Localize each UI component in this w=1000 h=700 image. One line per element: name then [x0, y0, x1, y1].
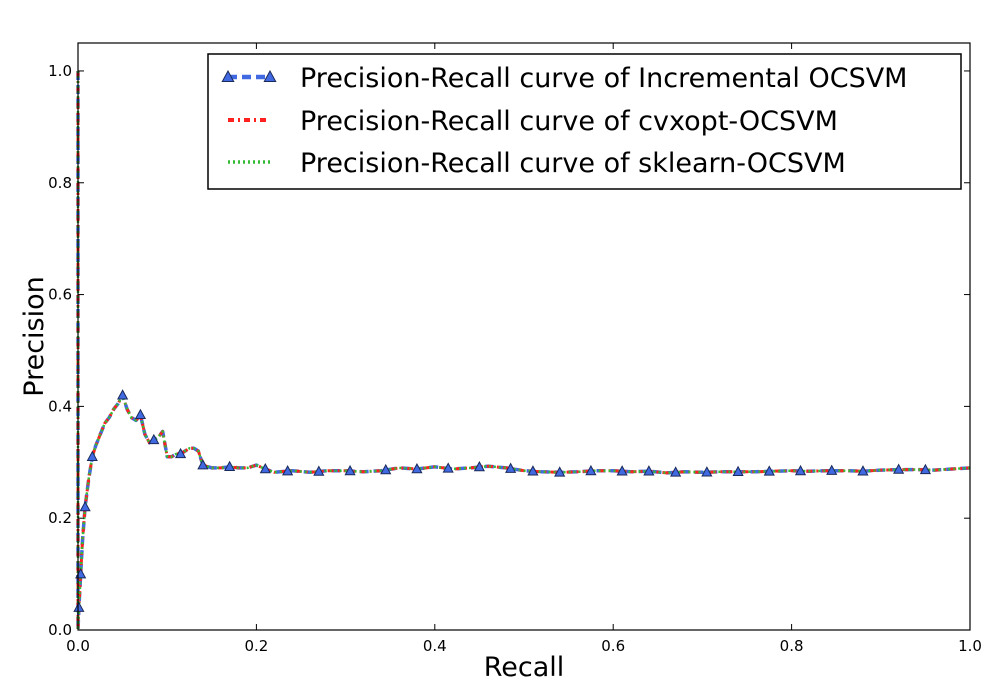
series-marker	[282, 465, 294, 476]
series-marker	[224, 460, 236, 472]
series-marker	[826, 464, 838, 475]
series-marker	[73, 601, 85, 612]
series-marker	[117, 389, 129, 400]
series-marker	[616, 465, 628, 476]
legend-label-1: Precision-Recall curve of cvxopt-OCSVM	[300, 106, 838, 137]
legend-label-0: Precision-Recall curve of Incremental OC…	[300, 63, 907, 94]
x-tick-label: 0.0	[66, 637, 90, 655]
series-marker	[473, 460, 485, 472]
y-tick-label: 0.6	[48, 286, 72, 304]
legend: Precision-Recall curve of Incremental OC…	[207, 53, 962, 190]
plot-frame	[77, 42, 971, 631]
x-tick-label: 0.8	[780, 637, 804, 655]
series-marker	[585, 464, 597, 476]
series-marker	[732, 465, 744, 477]
x-tick-label: 0.4	[423, 637, 447, 655]
series-marker	[174, 447, 187, 459]
series-marker	[134, 408, 147, 420]
series-marker	[79, 500, 91, 512]
series-marker	[670, 466, 682, 477]
series-marker	[919, 463, 931, 475]
y-axis-label: Precision	[19, 276, 50, 396]
series-marker	[505, 462, 517, 473]
legend-marker	[221, 69, 235, 82]
series-marker	[643, 465, 655, 476]
x-tick-label: 1.0	[958, 637, 982, 655]
series-marker	[197, 459, 209, 470]
series-marker	[86, 450, 98, 461]
series-marker	[701, 466, 713, 477]
series-marker	[857, 465, 869, 476]
x-tick-label: 0.2	[244, 637, 268, 655]
series-marker	[411, 462, 423, 474]
y-tick-label: 1.0	[48, 62, 72, 80]
series-marker	[763, 465, 775, 476]
series-marker	[344, 464, 356, 476]
legend-box	[207, 53, 962, 190]
y-tick-label: 0.0	[48, 621, 72, 639]
y-tick-label: 0.4	[48, 397, 72, 415]
series-marker	[148, 433, 160, 445]
x-tick-label: 0.6	[601, 637, 625, 655]
x-axis-label: Recall	[484, 652, 565, 683]
legend-label-2: Precision-Recall curve of sklearn-OCSVM	[300, 148, 846, 179]
legend-marker	[263, 69, 277, 82]
series-line-1	[76, 71, 971, 632]
series-layer	[73, 71, 971, 632]
series-marker	[259, 462, 271, 474]
series-marker	[313, 465, 325, 476]
y-tick-label: 0.2	[48, 509, 72, 527]
series-marker	[442, 462, 454, 473]
series-marker	[527, 465, 539, 476]
series-marker	[380, 463, 392, 475]
ticks-layer: 0.0 0.2 0.4 0.6 0.8 1.0 0.0 0.2 0.4 0.6 0.8 1.0	[48, 43, 982, 655]
series-marker	[554, 466, 566, 477]
y-tick-label: 0.8	[48, 174, 72, 192]
series-marker	[794, 464, 807, 476]
series-marker	[893, 463, 905, 474]
